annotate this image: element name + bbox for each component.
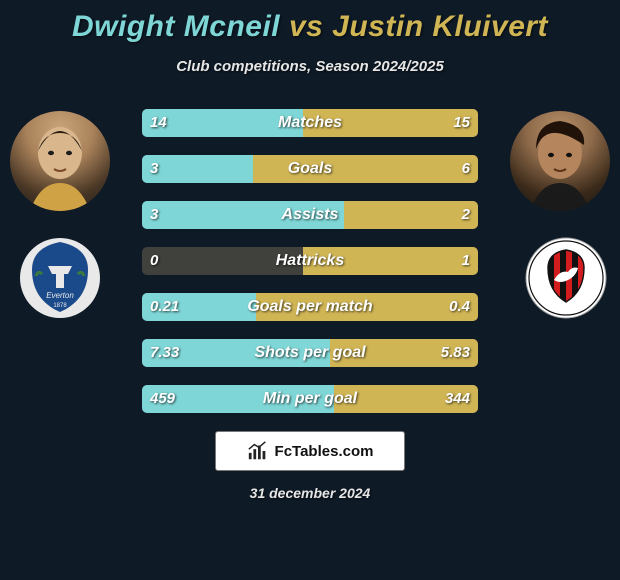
stat-label: Min per goal bbox=[142, 385, 478, 413]
player1-photo bbox=[10, 111, 110, 211]
player1-club-badge: Everton 1878 bbox=[18, 236, 102, 320]
player2-photo bbox=[510, 111, 610, 211]
bournemouth-crest-icon bbox=[524, 236, 608, 320]
stat-value-left: 3 bbox=[150, 155, 158, 183]
comparison-title: Dwight Mcneil vs Justin Kluivert bbox=[0, 0, 620, 44]
stat-value-left: 459 bbox=[150, 385, 175, 413]
source-text: FcTables.com bbox=[275, 443, 374, 460]
player1-name: Dwight Mcneil bbox=[72, 10, 280, 43]
footer-date: 31 december 2024 bbox=[0, 485, 620, 501]
stat-value-left: 14 bbox=[150, 109, 167, 137]
stat-label: Goals bbox=[142, 155, 478, 183]
player1-face-icon bbox=[10, 111, 110, 211]
source-badge[interactable]: FcTables.com bbox=[215, 431, 405, 471]
stat-value-left: 7.33 bbox=[150, 339, 179, 367]
stat-value-right: 15 bbox=[453, 109, 470, 137]
stat-value-left: 0 bbox=[150, 247, 158, 275]
stat-value-right: 2 bbox=[462, 201, 470, 229]
title-vs: vs bbox=[280, 10, 332, 43]
stat-value-right: 6 bbox=[462, 155, 470, 183]
stat-row: Goals3 6 bbox=[142, 155, 478, 183]
stat-label: Goals per match bbox=[142, 293, 478, 321]
stat-label: Matches bbox=[142, 109, 478, 137]
player2-name: Justin Kluivert bbox=[332, 10, 548, 43]
club-left-year: 1878 bbox=[53, 303, 67, 309]
stat-row: Min per goal459 344 bbox=[142, 385, 478, 413]
player2-club-badge bbox=[524, 236, 608, 320]
stat-row: Hattricks0 1 bbox=[142, 247, 478, 275]
stat-label: Hattricks bbox=[142, 247, 478, 275]
stat-value-right: 344 bbox=[445, 385, 470, 413]
stat-row: Matches14 15 bbox=[142, 109, 478, 137]
stat-value-left: 0.21 bbox=[150, 293, 179, 321]
stat-row: Goals per match0.21 0.4 bbox=[142, 293, 478, 321]
everton-crest-icon: Everton 1878 bbox=[18, 236, 102, 320]
bar-chart-icon bbox=[247, 440, 269, 462]
stat-row: Assists3 2 bbox=[142, 201, 478, 229]
club-left-name: Everton bbox=[46, 291, 74, 300]
stat-value-left: 3 bbox=[150, 201, 158, 229]
comparison-body: Everton 1878 bbox=[0, 101, 620, 501]
stat-row: Shots per goal7.33 5.83 bbox=[142, 339, 478, 367]
stat-rows: Matches1415Goals36Assists32Hattricks01Go… bbox=[140, 101, 480, 413]
stat-label: Assists bbox=[142, 201, 478, 229]
stat-value-right: 1 bbox=[462, 247, 470, 275]
stat-label: Shots per goal bbox=[142, 339, 478, 367]
stat-value-right: 0.4 bbox=[449, 293, 470, 321]
subtitle: Club competitions, Season 2024/2025 bbox=[0, 58, 620, 75]
stat-value-right: 5.83 bbox=[441, 339, 470, 367]
player2-face-icon bbox=[510, 111, 610, 211]
